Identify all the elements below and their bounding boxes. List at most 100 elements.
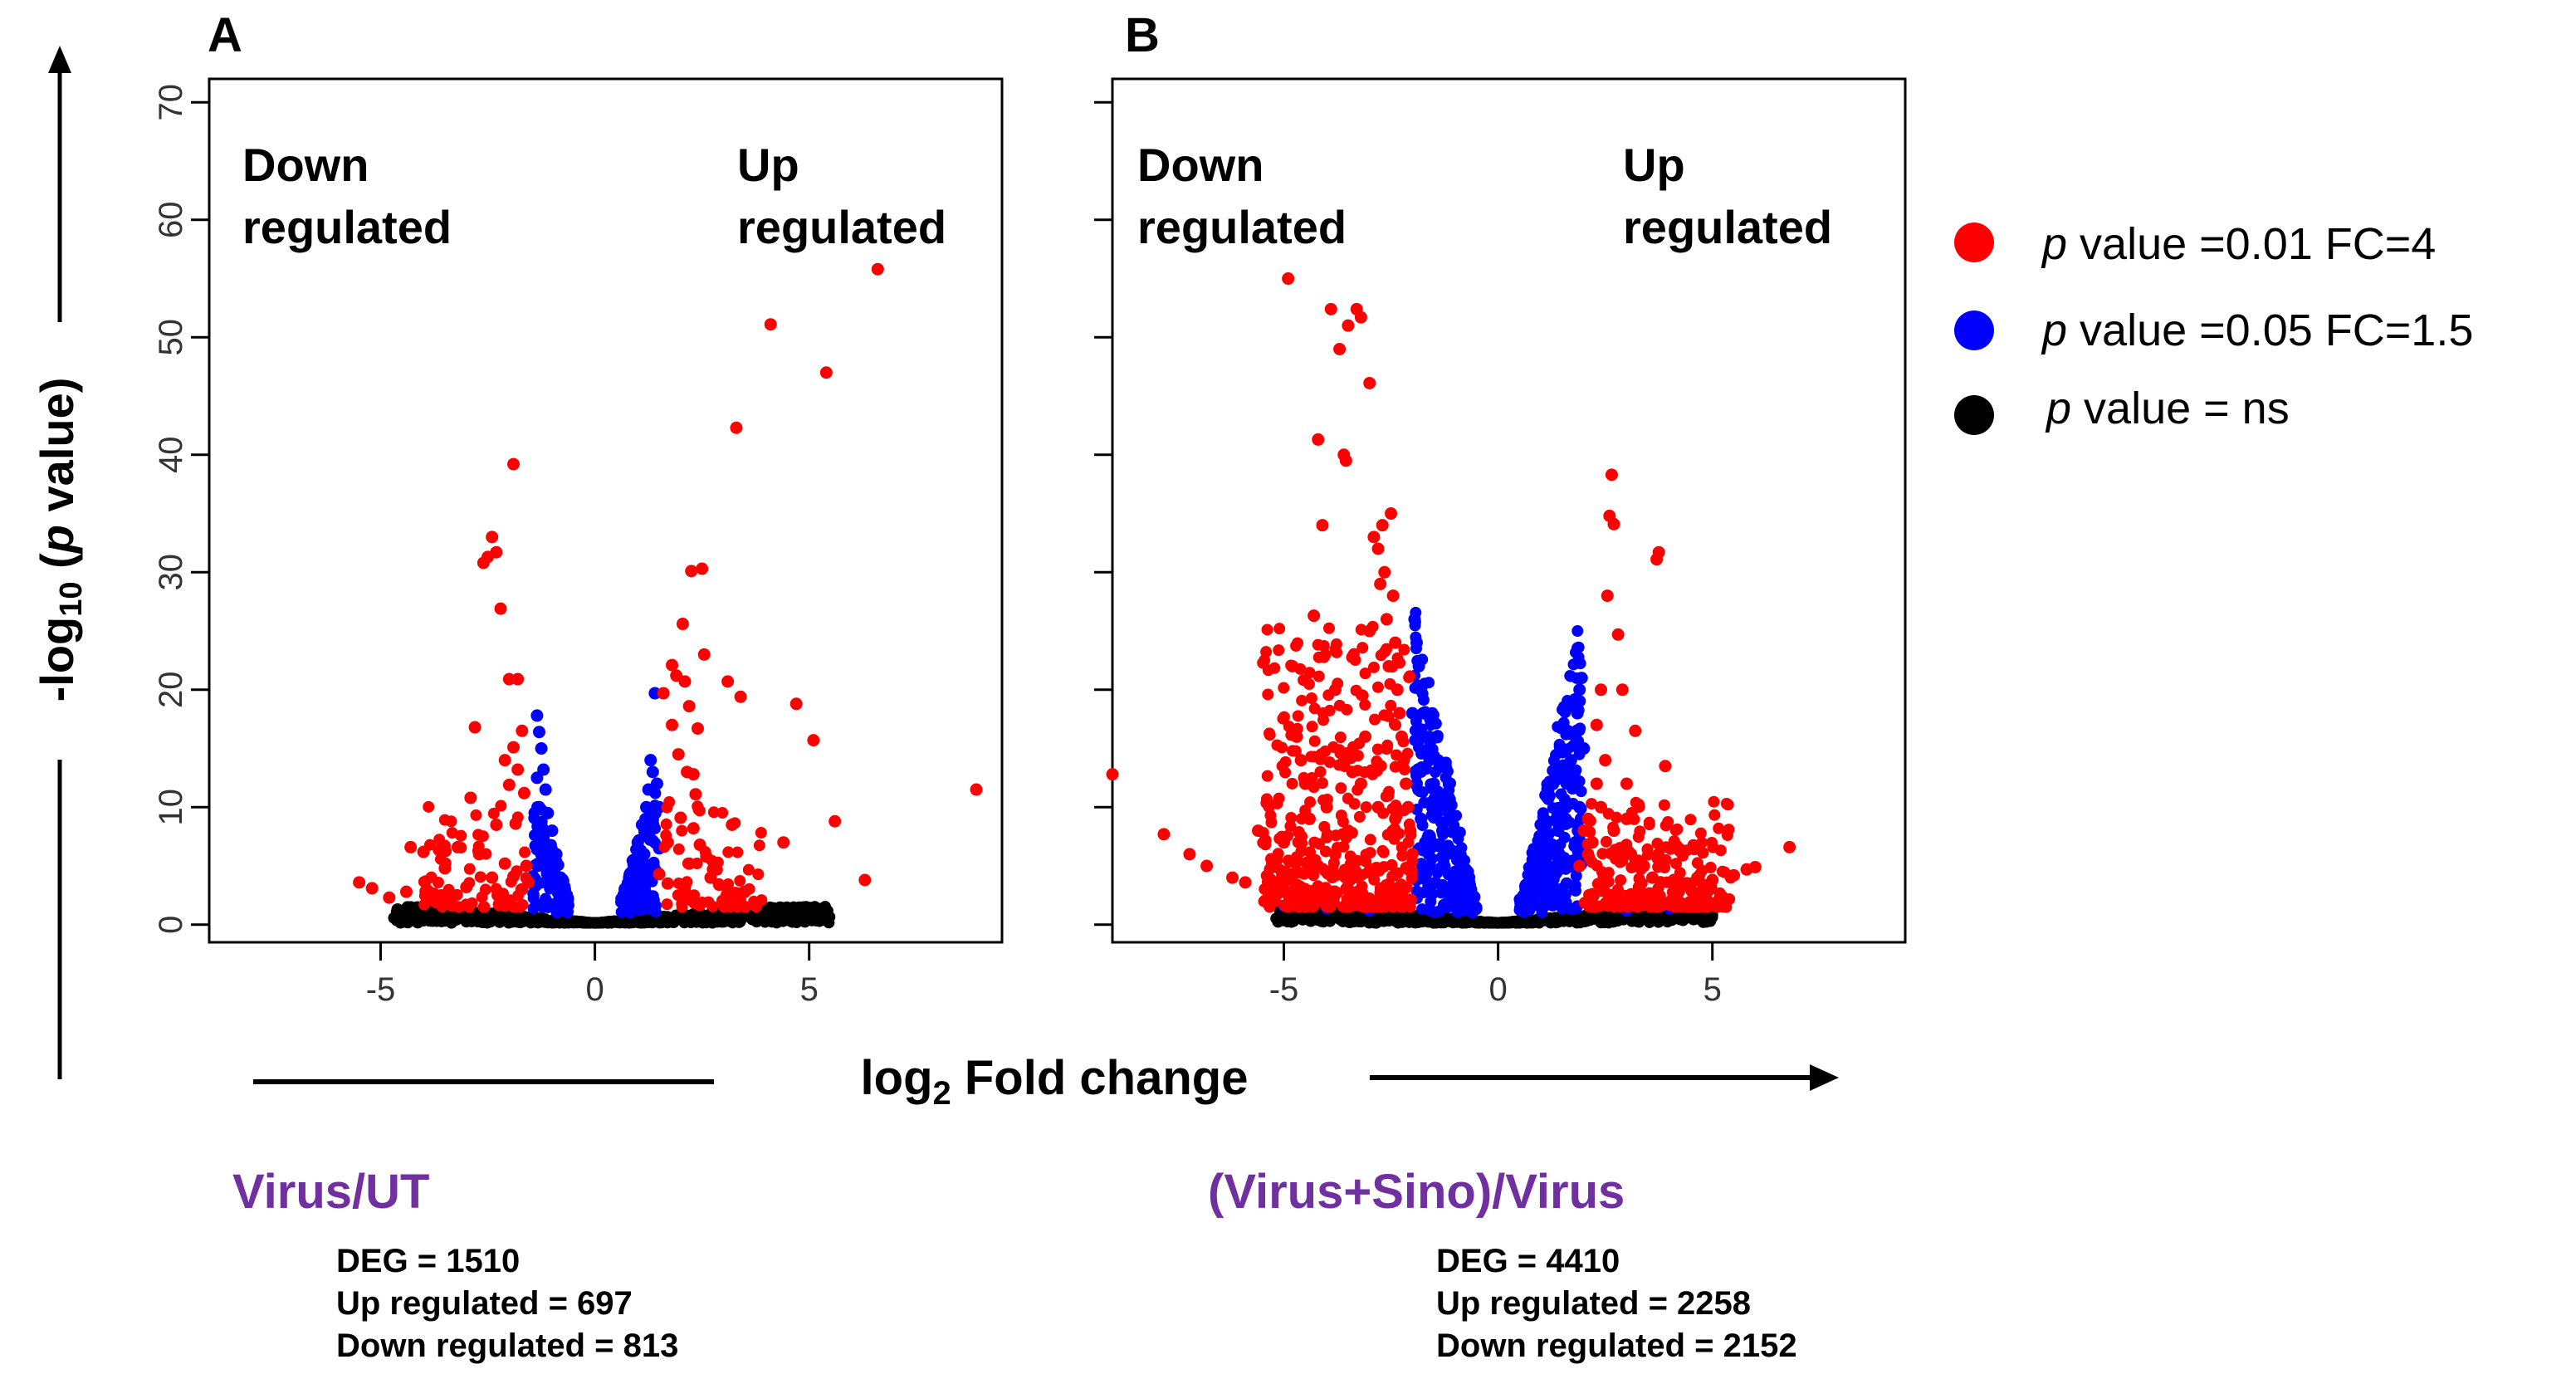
blue-point <box>644 754 657 767</box>
ns-point <box>815 906 828 918</box>
blue-point <box>530 771 544 785</box>
red-point <box>687 822 700 835</box>
ns-point <box>650 914 662 927</box>
red-point <box>1375 649 1387 662</box>
red-point <box>1590 777 1603 790</box>
legend-label-black: p value = ns <box>2045 384 2290 433</box>
red-point <box>1328 683 1342 697</box>
red-point <box>1658 799 1670 811</box>
blue-point <box>1571 707 1584 720</box>
red-point <box>462 899 475 912</box>
blue-point <box>1435 824 1449 838</box>
blue-point <box>618 883 632 896</box>
red-point <box>520 859 533 873</box>
red-point <box>1358 901 1371 913</box>
blue-point <box>1522 894 1535 907</box>
y-axis-arrow <box>48 46 71 1079</box>
y-tick-label: 60 <box>153 202 189 239</box>
red-point <box>1364 834 1376 846</box>
blue-point <box>539 783 552 796</box>
down-label-a-2: regulated <box>242 201 452 253</box>
blue-point <box>638 848 651 861</box>
blue-point <box>1557 746 1569 759</box>
red-point <box>1615 874 1627 887</box>
red-point <box>1585 892 1597 905</box>
ns-point <box>391 905 403 917</box>
red-point <box>1382 790 1395 802</box>
x-tick-label: 0 <box>1488 971 1507 1008</box>
blue-point <box>1425 895 1437 907</box>
red-point <box>1287 745 1299 757</box>
red-point <box>1700 892 1713 904</box>
red-point <box>1333 744 1346 756</box>
red-point <box>1354 777 1367 790</box>
red-point <box>1312 651 1325 663</box>
red-point <box>1356 880 1368 892</box>
red-point <box>1654 891 1666 903</box>
red-point <box>507 457 521 471</box>
red-point <box>755 894 768 907</box>
red-point <box>1388 718 1400 731</box>
points-b <box>1106 272 1796 919</box>
red-point <box>498 754 511 767</box>
red-point <box>1346 765 1359 779</box>
red-point <box>1335 782 1347 795</box>
red-point <box>1382 710 1395 722</box>
red-point <box>1252 824 1265 838</box>
red-point <box>1620 777 1633 790</box>
red-point <box>1405 868 1418 880</box>
red-point <box>451 840 464 853</box>
red-point <box>1608 899 1620 912</box>
red-point <box>1259 654 1271 667</box>
red-point <box>1279 766 1292 779</box>
red-point <box>1345 752 1357 765</box>
red-point <box>764 318 777 331</box>
red-point <box>1681 844 1694 857</box>
red-point <box>423 800 435 813</box>
ns-point <box>442 909 455 922</box>
red-point <box>777 836 790 849</box>
red-point <box>755 827 767 839</box>
blue-point <box>1445 799 1458 811</box>
red-point <box>1284 820 1297 833</box>
red-point <box>1315 748 1327 760</box>
blue-point <box>1569 836 1582 849</box>
red-point <box>1303 667 1316 679</box>
red-point <box>1694 868 1706 881</box>
red-point <box>1367 531 1381 544</box>
red-point <box>1723 824 1735 836</box>
red-point <box>1596 885 1609 897</box>
blue-point <box>1552 865 1564 878</box>
red-point <box>1288 900 1300 912</box>
red-point <box>672 843 685 855</box>
red-point <box>1312 859 1325 873</box>
blue-point <box>550 848 563 861</box>
red-point <box>676 897 688 910</box>
red-point <box>404 840 418 853</box>
blue-point <box>531 819 544 832</box>
red-point <box>1263 727 1275 740</box>
blue-point <box>1560 777 1573 790</box>
red-point <box>682 857 696 870</box>
red-point <box>1264 883 1278 896</box>
blue-point <box>534 877 546 889</box>
ns-point <box>1320 912 1332 925</box>
stat-b-deg: DEG = 4410 <box>1436 1243 1620 1279</box>
ns-point <box>403 912 415 924</box>
red-point <box>1586 798 1598 810</box>
ns-point <box>1517 915 1529 927</box>
red-point <box>693 839 706 852</box>
red-point <box>1405 848 1419 861</box>
red-point <box>1690 887 1703 899</box>
red-point <box>1713 822 1725 834</box>
blue-point <box>535 848 548 861</box>
red-point <box>1718 866 1731 878</box>
red-point <box>682 700 696 713</box>
ns-point <box>729 915 741 927</box>
blue-point <box>1419 836 1432 849</box>
ns-point <box>1274 909 1287 922</box>
blue-point <box>1416 903 1429 916</box>
red-point <box>742 863 755 876</box>
red-point <box>1607 824 1620 838</box>
